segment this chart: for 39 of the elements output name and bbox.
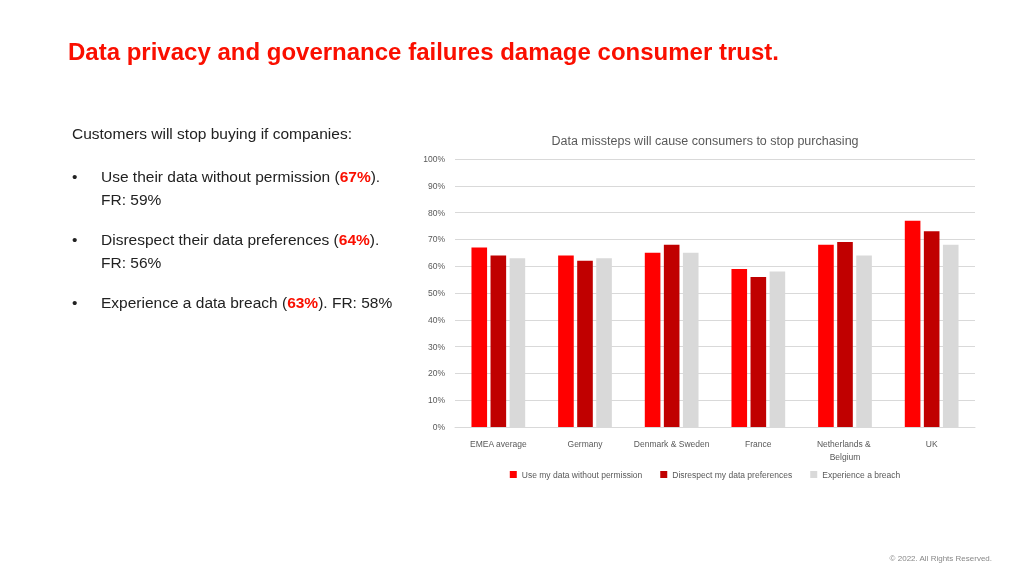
bar [558, 255, 574, 427]
chart-title: Data privacy and governance failures damage consumer trust. [68, 38, 779, 66]
bar [904, 220, 921, 427]
y-tick-label: 60% [427, 261, 446, 272]
x-tick-label: Germany [567, 438, 604, 449]
bar [837, 242, 853, 427]
x-tick-label: Denmark & Sweden [633, 438, 710, 449]
y-tick-label: 80% [427, 207, 446, 218]
x-tick-label: UK [925, 438, 938, 449]
legend-label: Use my data without permission [521, 469, 643, 480]
bar [490, 255, 507, 427]
y-tick-label: 20% [427, 368, 446, 379]
bar [663, 244, 680, 427]
legend-label: Experience a breach [822, 469, 901, 480]
text: • Disrespect their data preferences (64%). FR: 56% [72, 231, 380, 271]
bar [644, 252, 661, 427]
y-tick-label: 90% [427, 180, 446, 191]
bar [923, 231, 940, 427]
y-tick-label: 0% [432, 422, 446, 432]
y-tick-label: 100% [423, 154, 446, 164]
x-tick-label: Netherlands & Belgium [816, 438, 874, 462]
y-tick-label: 30% [427, 341, 446, 352]
bar [750, 276, 767, 427]
legend-label: Disrespect my data preferences [672, 469, 793, 480]
text: © 2022. All Rights Reserved. [889, 554, 992, 563]
y-tick-label: 70% [427, 234, 446, 245]
bar [471, 247, 488, 427]
text: • Use their data without permission (67%). FR: 59% [72, 168, 381, 208]
chart-subtitle: Data missteps will cause consumers to stop purchasing [551, 133, 859, 148]
bar [731, 268, 748, 427]
y-tick-label: 10% [427, 395, 446, 406]
bar [577, 260, 593, 427]
bar [818, 244, 834, 427]
x-tick-label: France [745, 438, 772, 449]
x-tick-label: EMEA average [469, 438, 527, 449]
y-tick-label: 50% [427, 288, 446, 298]
text: • Experience a data breach (63%). FR: 58% [72, 294, 393, 311]
y-tick-label: 40% [427, 314, 446, 325]
text: Customers will stop buying if companies: [72, 125, 352, 143]
